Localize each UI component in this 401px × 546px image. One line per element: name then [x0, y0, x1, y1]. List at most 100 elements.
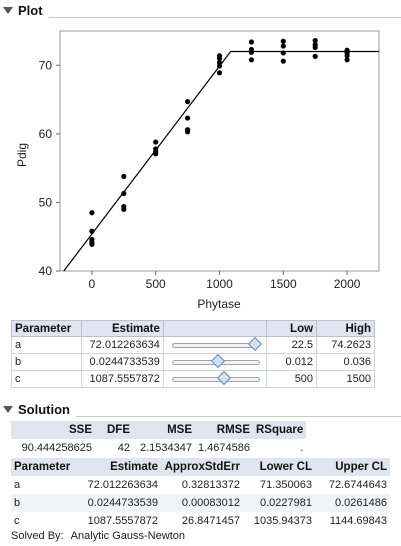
data-point — [89, 228, 95, 234]
estimate-col-header: Estimate — [80, 320, 164, 337]
data-point — [248, 49, 254, 55]
param-high-field[interactable]: 0.036 — [316, 353, 375, 371]
fit-line — [63, 50, 379, 272]
stderr-col-header: ApproxStdErr — [161, 458, 243, 476]
data-point — [121, 190, 127, 197]
parameter-row: c 1087.5557872 500 1500 — [11, 370, 375, 388]
param-estimate-field[interactable]: 0.0244733539 — [80, 353, 164, 371]
data-point — [312, 38, 318, 44]
param-low-field[interactable]: 500 — [266, 370, 318, 388]
dfe-value: 42 — [117, 442, 130, 454]
param-slider[interactable] — [162, 370, 268, 388]
high-col-header: High — [316, 320, 375, 337]
rsquare-value: . — [300, 442, 304, 454]
plot-section-header[interactable]: Plot — [0, 0, 401, 20]
param-estimate-field[interactable]: 1087.5557872 — [80, 370, 164, 388]
solution-section-header[interactable]: Solution — [0, 399, 401, 419]
x-tick-label: 2000 — [334, 277, 361, 291]
slider-track[interactable] — [171, 370, 261, 386]
param-estimate-field[interactable]: 72.012263634 — [80, 336, 164, 354]
data-point — [216, 63, 223, 69]
data-point — [216, 70, 223, 76]
solution-title: Solution — [18, 401, 70, 417]
param-low-field[interactable]: 22.5 — [266, 336, 318, 354]
data-point — [312, 53, 318, 59]
slider-track[interactable] — [171, 336, 262, 352]
estimate-col-header: Estimate — [77, 458, 161, 476]
param-col-header: Parameter — [11, 458, 77, 476]
y-tick-label: 40 — [39, 264, 53, 278]
y-tick-label: 70 — [39, 58, 53, 72]
parameter-table: Parameter Estimate Low High a 72.01226363… — [11, 320, 375, 388]
summary-row: 90.444258625 42 2.1534347 1.4674586 . — [11, 439, 306, 457]
x-tick-label: 1500 — [270, 277, 297, 291]
param-low-field[interactable]: 0.012 — [266, 353, 318, 371]
slider-thumb[interactable] — [216, 370, 231, 386]
upper-cl-value: 72.6744643 — [315, 476, 390, 494]
solved-by-label: Solved By: — [11, 530, 64, 542]
solver-method: Analytic Gauss-Newton — [70, 530, 185, 542]
y-tick-label: 60 — [39, 127, 53, 141]
data-point — [280, 43, 286, 49]
y-axis-label: Pdig — [15, 143, 29, 167]
data-point — [216, 55, 223, 62]
slider-thumb[interactable] — [210, 353, 225, 369]
estimate-value: 1087.5557872 — [77, 512, 161, 530]
y-tick-label: 50 — [39, 195, 53, 209]
param-name: a — [11, 336, 82, 354]
param-high-field[interactable]: 74.2623 — [316, 336, 375, 354]
slider-thumb[interactable] — [247, 336, 262, 352]
estimate-row: c 1087.5557872 26.8471457 1035.94373 1144.69… — [11, 512, 390, 530]
collapse-triangle-icon[interactable] — [3, 6, 13, 14]
header-divider — [48, 17, 401, 18]
data-point — [185, 99, 191, 105]
param-high-field[interactable]: 1500 — [316, 370, 375, 388]
data-point — [89, 241, 95, 247]
lower-cl-value: 0.0227981 — [243, 494, 315, 512]
lower-cl-value: 1035.94373 — [243, 512, 315, 530]
parameter-row: b 0.0244733539 0.012 0.036 — [11, 353, 375, 371]
data-point — [89, 210, 95, 216]
param-name: a — [11, 476, 77, 494]
slider-track[interactable] — [171, 353, 261, 369]
estimate-row: a 72.012263634 0.32813372 71.350063 72.67446… — [11, 476, 390, 494]
estimate-value: 0.0244733539 — [77, 494, 161, 512]
data-point — [121, 206, 127, 212]
upper-cl-col-header: Upper CL — [315, 458, 390, 476]
stderr-value: 26.8471457 — [161, 512, 243, 530]
solved-by-line: Solved By: Analytic Gauss-Newton — [11, 530, 185, 542]
header-divider — [76, 416, 401, 417]
data-point — [153, 151, 159, 157]
data-point — [185, 129, 191, 135]
param-slider[interactable] — [162, 336, 268, 354]
stderr-value: 0.00083012 — [161, 494, 243, 512]
collapse-triangle-icon[interactable] — [3, 405, 13, 413]
rmse-value: 1.4674586 — [198, 442, 250, 454]
param-name: c — [11, 370, 82, 388]
data-point — [121, 173, 127, 179]
lower-cl-col-header: Lower CL — [243, 458, 315, 476]
rmse-header: RMSE — [195, 421, 253, 439]
sse-value: 90.444258625 — [21, 442, 92, 454]
x-axis-label: Phytase — [197, 297, 241, 311]
param-slider[interactable] — [162, 353, 268, 371]
data-point — [280, 50, 286, 56]
sse-header: SSE — [11, 421, 95, 439]
mse-value: 2.1534347 — [140, 442, 192, 454]
upper-cl-value: 1144.69843 — [315, 512, 390, 530]
param-name: b — [11, 494, 77, 512]
slider-col-header — [162, 320, 268, 337]
parameter-row: a 72.012263634 22.5 74.2623 — [11, 336, 375, 354]
param-name: c — [11, 512, 77, 530]
mse-header: MSE — [133, 421, 195, 439]
stderr-value: 0.32813372 — [161, 476, 243, 494]
data-point — [344, 53, 350, 59]
param-col-header: Parameter — [11, 320, 82, 337]
estimate-value: 72.012263634 — [77, 476, 161, 494]
dfe-header: DFE — [95, 421, 133, 439]
x-tick-label: 1000 — [206, 277, 233, 291]
summary-table: SSE DFE MSE RMSE RSquare 90.444258625 42… — [11, 421, 307, 457]
estimate-row: b 0.0244733539 0.00083012 0.0227981 0.026148… — [11, 494, 390, 512]
x-tick-label: 0 — [89, 277, 96, 291]
data-point — [248, 57, 254, 63]
